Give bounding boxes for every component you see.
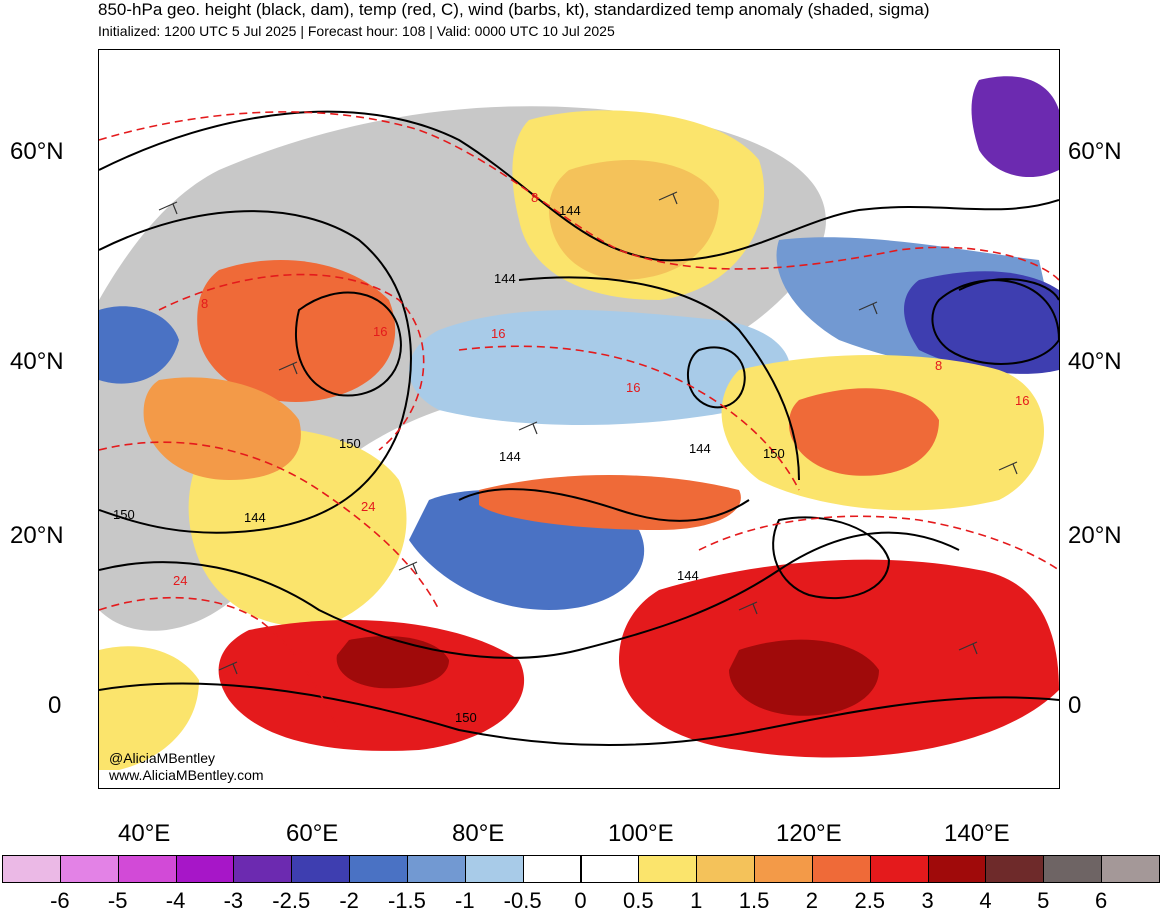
lat-label-right: 20°N	[1068, 522, 1122, 549]
lon-label: 60°E	[286, 820, 339, 847]
height-label: 144	[494, 271, 516, 286]
height-contours	[99, 110, 1059, 746]
colorbar-swatch	[233, 855, 293, 883]
colorbar-label: -1	[455, 888, 475, 913]
lat-label-right: 60°N	[1068, 138, 1122, 165]
colorbar-swatch	[2, 855, 61, 883]
lat-label-left: 60°N	[10, 138, 64, 165]
height-label: 144	[244, 510, 266, 525]
map-subtitle: Initialized: 1200 UTC 5 Jul 2025 | Forec…	[98, 23, 615, 39]
colorbar-label: 0	[574, 888, 587, 913]
temp-label: 16	[1015, 393, 1029, 408]
blue-europe	[99, 306, 179, 384]
colorbar-label: 0.5	[623, 888, 654, 913]
lon-label: 80°E	[452, 820, 505, 847]
colorbar-label: 5	[1037, 888, 1050, 913]
colorbar-swatch	[59, 855, 119, 883]
temp-contour-labels: 8 8 16 16 16 24 24 8 16	[173, 190, 1029, 588]
colorbar-label: 4	[979, 888, 992, 913]
colorbar-swatch	[522, 855, 582, 883]
colorbar-label: 6	[1095, 888, 1108, 913]
colorbar-swatch	[1101, 855, 1160, 883]
lon-label: 40°E	[118, 820, 171, 847]
temp-label: 24	[173, 573, 187, 588]
colorbar-swatch	[406, 855, 466, 883]
lon-label: 100°E	[608, 820, 674, 847]
temp-contours	[99, 111, 1059, 731]
colorbar-label: -4	[165, 888, 186, 913]
colorbar-swatch	[175, 855, 235, 883]
colorbar-swatch	[580, 855, 640, 883]
colorbar-swatch	[291, 855, 351, 883]
lon-label: 140°E	[944, 820, 1010, 847]
height-label: 150	[113, 507, 135, 522]
height-label: 150	[763, 446, 785, 461]
forecast-map: 144 144 150 144 144 150 150 144 144 150 …	[99, 50, 1059, 788]
height-label: 144	[689, 441, 711, 456]
temp-label: 16	[373, 324, 387, 339]
colorbar-label: -1.5	[387, 888, 426, 913]
colorbar-label: -0.5	[503, 888, 542, 913]
colorbar-swatch	[117, 855, 177, 883]
colorbar-label: 2	[805, 888, 819, 913]
dark-red-arabian-sea	[336, 636, 449, 689]
colorbar-swatch	[754, 855, 813, 883]
dark-red-philippines	[729, 639, 879, 716]
colorbar-label: 1	[690, 888, 703, 913]
credit-handle: @AliciaMBentley	[109, 750, 216, 766]
orange-arabia	[143, 377, 301, 480]
map-title: 850-hPa geo. height (black, dam), temp (…	[98, 0, 930, 19]
lon-label: 120°E	[776, 820, 842, 847]
temp-label: 24	[361, 499, 375, 514]
map-panel: 144 144 150 144 144 150 150 144 144 150 …	[98, 49, 1060, 789]
colorbar-label: 2.5	[854, 888, 886, 913]
red-tibet-band	[479, 475, 741, 530]
height-contour-labels: 144 144 150 144 144 150 150 144 144 150	[113, 203, 785, 725]
orange-china	[789, 388, 939, 476]
colorbar-label: -5	[107, 888, 128, 913]
colorbar-label: 1.5	[738, 888, 770, 913]
temp-label: 8	[531, 190, 538, 205]
lat-label-left: 0	[48, 692, 62, 719]
colorbar-swatch	[638, 855, 698, 883]
colorbar-label: -6	[50, 888, 70, 913]
anomaly-colorbar	[2, 855, 1160, 885]
colorbar-label: -3	[223, 888, 244, 913]
lat-label-right: 0	[1068, 692, 1082, 719]
height-label: 144	[677, 568, 699, 583]
colorbar-swatch	[869, 855, 929, 883]
colorbar-swatch	[1043, 855, 1103, 883]
lat-label-right: 40°N	[1068, 348, 1122, 375]
colorbar-swatch	[349, 855, 408, 883]
colorbar-swatch	[811, 855, 871, 883]
colorbar-label: -2.5	[272, 888, 311, 913]
colorbar-swatch	[985, 855, 1045, 883]
height-label: 144	[559, 203, 581, 218]
lat-label-left: 40°N	[10, 348, 64, 375]
lat-label-left: 20°N	[10, 522, 64, 549]
credit-website: www.AliciaMBentley.com	[109, 767, 264, 783]
colorbar-label: -2	[339, 888, 359, 913]
temp-label: 16	[491, 326, 505, 341]
yellow-africa	[99, 646, 199, 770]
colorbar-label: 3	[921, 888, 934, 913]
temp-label: 8	[201, 296, 208, 311]
temp-label: 8	[935, 358, 942, 373]
temp-label: 16	[626, 380, 640, 395]
height-label: 150	[339, 436, 361, 451]
purple-kamchatka	[971, 76, 1059, 178]
height-label: 144	[499, 449, 521, 464]
colorbar-swatch	[464, 855, 524, 883]
colorbar-swatch	[696, 855, 756, 883]
height-label: 150	[455, 710, 477, 725]
colorbar-swatch	[927, 855, 987, 883]
orange-siberia	[549, 160, 719, 280]
wind-barbs	[158, 191, 1018, 675]
anomaly-shading	[99, 76, 1059, 770]
